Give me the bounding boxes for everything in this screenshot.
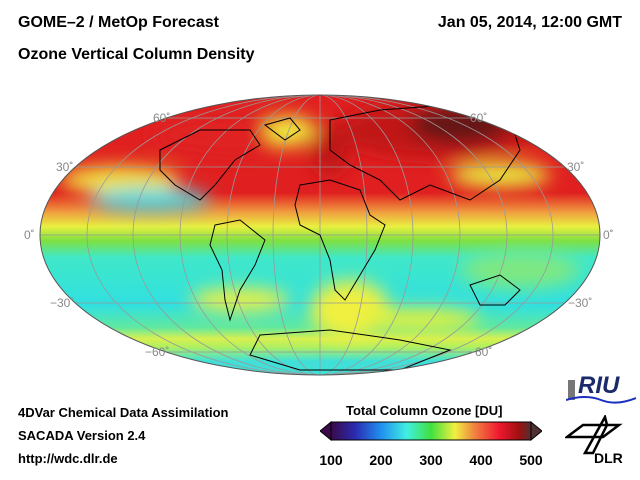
colorbar-tick: 200 (369, 452, 393, 468)
colorbar-tick: 500 (519, 452, 543, 468)
lat-label-30n-right: 30˚ (567, 160, 585, 174)
lat-label-60n-left: 60˚ (153, 111, 171, 125)
colorbar-tick: 400 (469, 452, 493, 468)
lat-label-30n-left: 30˚ (56, 160, 74, 174)
dlr-logo-icon (565, 415, 623, 455)
lat-label-60s-right: −60˚ (468, 345, 493, 359)
lat-label-60s-left: −60˚ (145, 345, 170, 359)
colorbar-tick: 100 (319, 452, 343, 468)
colorbar-title: Total Column Ozone [DU] (346, 403, 503, 418)
dlr-logo-text: DLR (594, 450, 623, 466)
footer-method: 4DVar Chemical Data Assimilation (18, 405, 229, 420)
lat-label-30s-right: −30˚ (568, 296, 593, 310)
lat-label-60n-right: 60˚ (470, 111, 488, 125)
colorbar (320, 420, 542, 442)
ozone-map (39, 94, 601, 376)
lat-label-30s-left: −30˚ (50, 296, 75, 310)
footer-version: SACADA Version 2.4 (18, 428, 146, 443)
map-title: GOME–2 / MetOp Forecast (18, 14, 219, 31)
colorbar-tick: 300 (419, 452, 443, 468)
colorbar-min-arrow (320, 420, 332, 442)
forecast-datetime: Jan 05, 2014, 12:00 GMT (437, 14, 622, 31)
map-subtitle: Ozone Vertical Column Density (18, 46, 255, 63)
lat-label-eq-left: 0˚ (24, 228, 35, 242)
footer-url[interactable]: http://wdc.dlr.de (18, 451, 118, 466)
lat-label-eq-right: 0˚ (603, 228, 614, 242)
colorbar-max-arrow (530, 420, 542, 442)
riu-logo: RIU (566, 372, 636, 406)
